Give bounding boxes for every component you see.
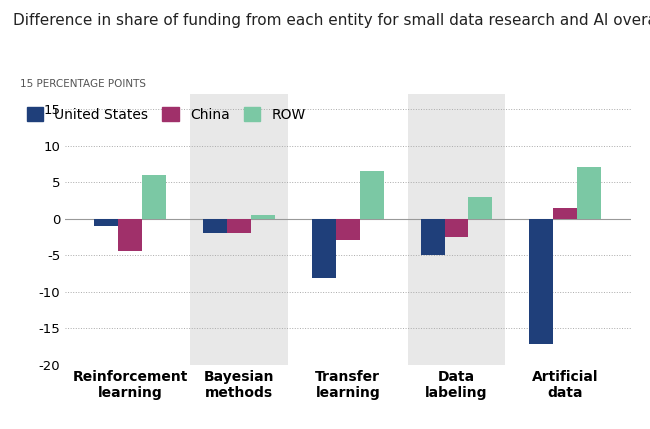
Bar: [190, 94, 288, 365]
Bar: [94, 218, 118, 226]
Bar: [577, 167, 601, 218]
Bar: [421, 218, 445, 255]
Bar: [312, 218, 336, 278]
Bar: [529, 218, 553, 344]
Bar: [118, 218, 142, 251]
Legend: United States, China, ROW: United States, China, ROW: [27, 107, 306, 121]
Bar: [336, 218, 359, 241]
Bar: [469, 196, 493, 218]
Text: Difference in share of funding from each entity for small data research and AI o: Difference in share of funding from each…: [13, 13, 650, 28]
Bar: [553, 208, 577, 218]
Bar: [359, 171, 384, 218]
Bar: [203, 218, 227, 233]
Bar: [251, 215, 275, 218]
Bar: [408, 94, 506, 365]
Bar: [445, 218, 469, 237]
Text: 15 PERCENTAGE POINTS: 15 PERCENTAGE POINTS: [20, 79, 146, 89]
Bar: [142, 175, 166, 218]
Bar: [227, 218, 251, 233]
